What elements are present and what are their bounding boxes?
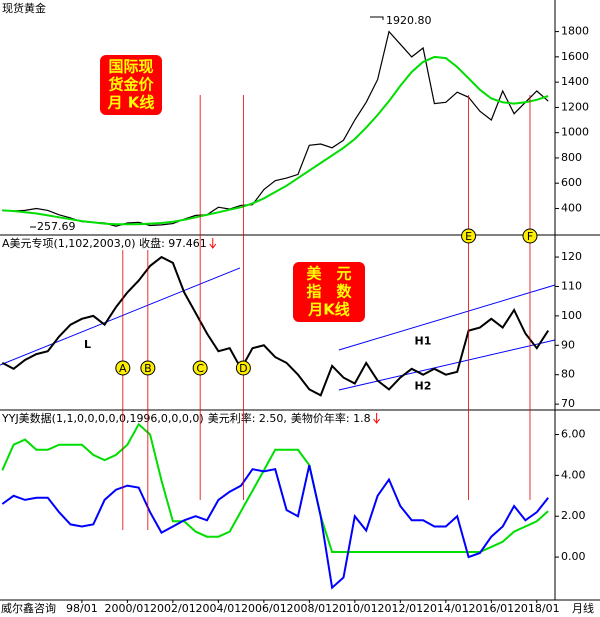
footer-bg	[0, 601, 56, 617]
arrow-icon	[373, 413, 381, 424]
box-line: 美 元	[306, 265, 351, 283]
legend-entry: 美元利率: 2.50,	[208, 411, 287, 425]
event-marker	[522, 228, 538, 244]
panel-title: A美元专项(1,102,2003,0) 收盘: 97.461	[2, 236, 207, 250]
y-tick-label: 110	[561, 279, 582, 292]
y-tick-label: 1800	[561, 25, 589, 38]
y-tick-label: 800	[561, 151, 582, 164]
trendline	[338, 284, 556, 351]
y-tick-label: 90	[561, 338, 575, 351]
event-marker	[461, 228, 477, 244]
event-label: A	[119, 362, 127, 375]
y-tick-label: 1400	[561, 75, 589, 88]
box-line: 月K线	[307, 301, 350, 319]
event-label: F	[527, 230, 533, 243]
y-tick-label: 100	[561, 309, 582, 322]
series-line	[1, 422, 549, 553]
y-tick-label: 600	[561, 176, 582, 189]
series-line	[1, 255, 550, 397]
x-tick-label: 2018/01	[514, 602, 560, 615]
panel-title: 现货黄金	[2, 1, 46, 15]
x-tick-label: 2008/01	[286, 602, 332, 615]
y-tick-label: 6.00	[561, 428, 586, 441]
x-tick-label: 2006/01	[241, 602, 287, 615]
trendline-label: L	[84, 338, 91, 351]
annotation: 257.69	[37, 220, 76, 233]
x-tick-label: 98/01	[66, 602, 98, 615]
y-tick-label: 4.00	[561, 468, 586, 481]
x-tick-label: 2014/01	[423, 602, 469, 615]
footer-left: 威尔鑫咨询	[1, 601, 56, 615]
box-bg	[293, 262, 365, 322]
box-line: 指 数	[306, 283, 352, 301]
y-tick-label: 400	[561, 201, 582, 214]
box-line: 国际现	[108, 58, 153, 76]
y-tick-label: 1000	[561, 126, 589, 139]
legend-entry: 美物价年率: 1.8	[291, 411, 371, 425]
event-marker	[115, 360, 131, 376]
series-line	[2, 55, 549, 226]
x-tick-label: 2012/01	[377, 602, 423, 615]
arrow-icon	[209, 238, 217, 249]
event-label: B	[144, 362, 152, 375]
box-line: 月 K线	[107, 94, 155, 112]
box-bg	[100, 55, 162, 115]
event-label: D	[239, 362, 247, 375]
event-marker	[140, 360, 156, 376]
event-label: C	[196, 362, 204, 375]
x-tick-label: 2000/01	[105, 602, 151, 615]
panel-title: YYJ美数据(1,1,0,0,0,0,0,1996,0,0,0,0)	[1, 411, 204, 425]
series-line	[1, 464, 549, 590]
y-tick-label: 120	[561, 250, 582, 263]
event-label: E	[465, 230, 472, 243]
leader	[370, 16, 384, 20]
y-tick-label: 70	[561, 397, 575, 410]
event-marker	[192, 360, 208, 376]
x-tick-label: 2002/01	[150, 602, 196, 615]
annotation: 1920.80	[386, 14, 432, 27]
x-tick-label: 2010/01	[332, 602, 378, 615]
trendline-label: H1	[415, 334, 432, 347]
y-tick-label: 0.00	[561, 550, 586, 563]
trendline	[338, 339, 556, 391]
y-tick-label: 1200	[561, 100, 589, 113]
y-tick-label: 80	[561, 368, 575, 381]
y-tick-label: 1600	[561, 50, 589, 63]
x-tick-label: 2004/01	[196, 602, 242, 615]
x-tick-label: 2016/01	[468, 602, 514, 615]
box-line: 货金价	[108, 76, 154, 94]
event-marker	[235, 360, 251, 376]
trendline-label: H2	[415, 380, 432, 393]
footer-right: 月线	[572, 601, 594, 615]
y-tick-label: 2.00	[561, 509, 586, 522]
